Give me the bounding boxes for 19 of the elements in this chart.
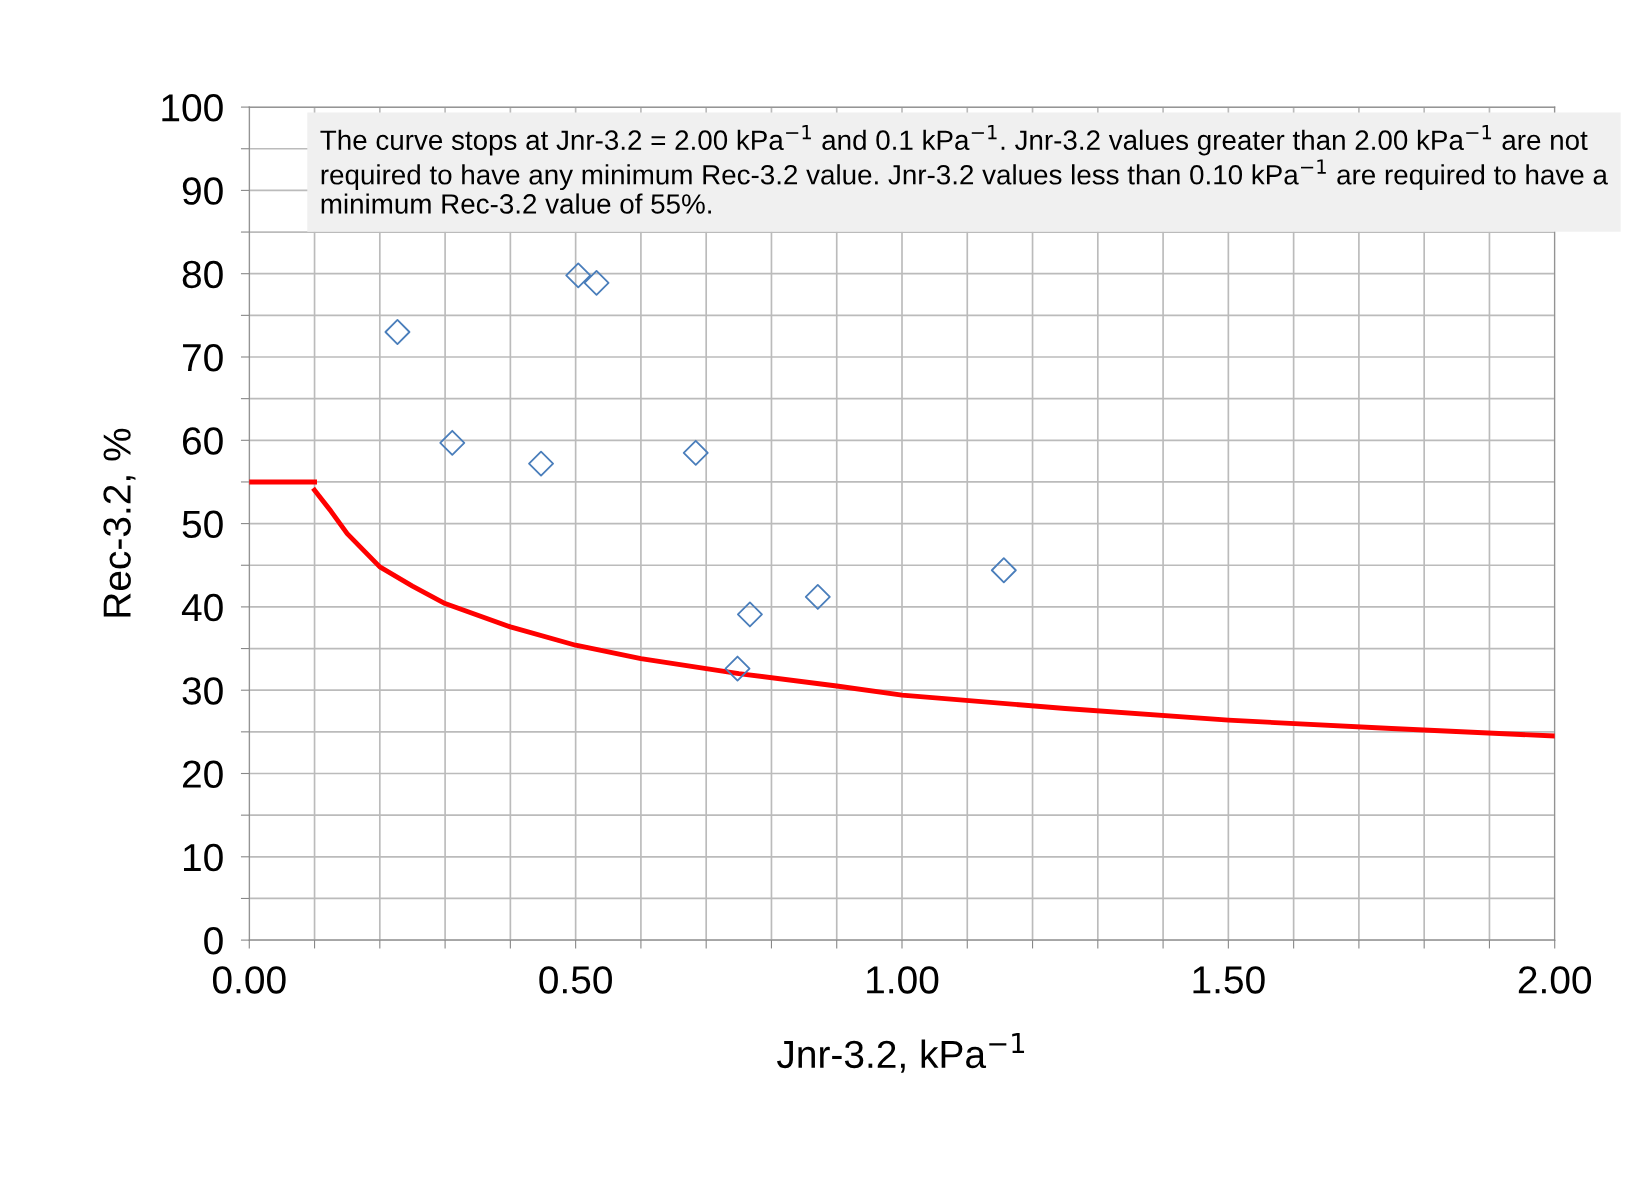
x-axis-title: Jnr-3.2, kPa$^{−1}$: [777, 1033, 1025, 1073]
x-tick-label: 1.50: [1193, 966, 1265, 994]
y-tick-label: 20: [182, 760, 223, 788]
y-tick-label: 100: [162, 94, 223, 122]
x-tick-label: 0.50: [539, 966, 612, 994]
y-tick-label: 40: [181, 593, 223, 622]
x-tick-label: 1.00: [867, 966, 939, 994]
y-tick-label: 80: [182, 260, 223, 289]
text: The curve stops at Jnr-3.2 = 2.00 kPa$^{−1}$ and 0.1 kPa$^{−1}$. Jnr-3.2 values greater than 2.00 kPa$^{−1}$ are not required to have any minimum Rec-3.2 value. Jnr-3.2 values less than 0.10 kPa$^{−1}$ are required to have a minimum Rec-3.2 value of 55%.: [320, 124, 1608, 214]
y-axis-title: Rec-3.2, %: [103, 428, 136, 617]
y-tick-label: 50: [182, 510, 223, 539]
y-tick-label: 60: [183, 427, 223, 455]
x-tick-label: 2.00: [1518, 966, 1592, 994]
y-tick-label: 30: [182, 677, 223, 705]
y-tick-label: 0: [204, 927, 223, 955]
x-tick-label: 0.00: [212, 966, 286, 994]
y-tick-label: 90: [182, 177, 223, 205]
y-tick-label: 10: [183, 843, 223, 872]
y-tick-label: 70: [183, 343, 223, 372]
